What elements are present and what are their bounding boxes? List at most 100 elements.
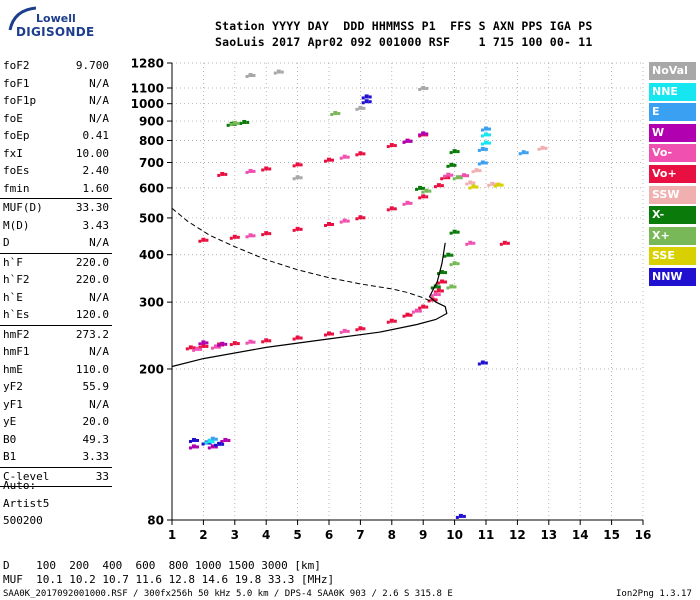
data-point	[221, 442, 225, 446]
data-point	[236, 235, 240, 239]
data-point	[393, 319, 397, 323]
data-point	[358, 105, 363, 110]
data-point	[440, 289, 444, 293]
data-point	[201, 343, 206, 348]
data-point	[450, 173, 454, 177]
data-point	[330, 113, 334, 117]
param-key: foF1	[3, 76, 30, 90]
data-point	[224, 172, 228, 176]
data-point	[389, 318, 394, 323]
footer-file-info: SAA0K_2017092001000.RSF / 300fx256h 50 k…	[3, 589, 453, 599]
data-point	[327, 157, 331, 162]
x-tick-label: 1	[168, 528, 176, 542]
data-point	[540, 145, 545, 150]
data-point	[393, 207, 397, 211]
data-point	[232, 120, 237, 125]
data-point	[245, 235, 249, 239]
data-point	[299, 227, 303, 231]
data-point	[192, 346, 196, 350]
data-point	[295, 335, 300, 340]
data-point	[252, 74, 256, 78]
data-point	[386, 145, 390, 149]
data-point	[449, 263, 453, 267]
data-point	[472, 181, 476, 185]
param-key: hmF2	[3, 327, 30, 341]
param-value: N/A	[89, 76, 109, 90]
x-tick-label: 13	[540, 528, 557, 542]
data-point	[362, 327, 366, 331]
param-value: 49.3	[82, 432, 110, 446]
data-point	[236, 342, 240, 346]
data-point	[468, 186, 472, 190]
data-point	[362, 216, 366, 220]
data-point	[239, 121, 243, 125]
data-point	[327, 331, 331, 336]
x-tick-label: 16	[635, 528, 652, 542]
param-row: foEp 0.41	[3, 127, 109, 145]
data-point	[236, 121, 240, 125]
data-point	[191, 437, 196, 442]
data-point	[475, 185, 479, 189]
data-point	[245, 75, 249, 79]
data-point	[214, 445, 218, 449]
data-point	[358, 326, 363, 331]
data-point	[452, 261, 457, 266]
param-value: 273.2	[75, 327, 109, 341]
data-point	[484, 140, 488, 145]
param-row: MUF(D) 33.30	[3, 199, 109, 217]
legend-item: W	[649, 123, 696, 142]
param-row: D N/A	[3, 234, 109, 252]
data-point	[434, 298, 438, 302]
data-point	[521, 150, 526, 155]
data-point	[201, 237, 206, 242]
data-point	[201, 340, 206, 345]
data-point	[465, 182, 469, 186]
data-point	[422, 186, 426, 190]
data-point	[418, 185, 423, 190]
data-point	[355, 217, 359, 221]
data-point	[477, 148, 481, 152]
data-point	[264, 338, 269, 343]
data-point	[455, 175, 460, 180]
data-point	[471, 184, 476, 189]
param-value: 55.9	[82, 380, 110, 393]
legend-item: SSW	[649, 185, 696, 204]
data-point	[188, 439, 192, 443]
data-point	[299, 163, 303, 167]
data-point	[333, 111, 338, 116]
x-tick-label: 15	[603, 528, 620, 542]
data-point	[484, 126, 488, 131]
data-point	[205, 238, 209, 242]
data-point	[331, 332, 334, 336]
data-point	[472, 241, 476, 245]
data-point	[355, 328, 359, 332]
data-point	[205, 341, 209, 345]
param-key: D	[3, 236, 10, 249]
param-key: C-level	[3, 469, 50, 483]
data-point	[364, 99, 369, 104]
param-row: h`E N/A	[3, 289, 109, 307]
data-point	[245, 341, 249, 345]
data-point	[229, 236, 233, 240]
data-point	[223, 437, 228, 442]
x-tick-label: 3	[231, 528, 239, 542]
param-key: h`Es	[3, 308, 30, 321]
data-point	[411, 310, 415, 314]
data-point	[229, 343, 233, 347]
data-point	[246, 120, 250, 124]
param-row: h`F2 220.0	[3, 271, 109, 289]
data-point	[232, 341, 237, 346]
data-point	[386, 208, 390, 212]
data-point	[452, 229, 457, 234]
data-point	[409, 313, 413, 317]
param-key: yE	[3, 415, 17, 428]
data-point	[355, 153, 359, 157]
data-point	[342, 154, 347, 159]
data-point	[484, 147, 488, 151]
data-point	[481, 134, 484, 138]
topside-extrapolation-curve	[171, 207, 433, 303]
param-key: foF2	[3, 59, 30, 72]
x-tick-label: 12	[509, 528, 526, 542]
data-point	[430, 294, 434, 298]
